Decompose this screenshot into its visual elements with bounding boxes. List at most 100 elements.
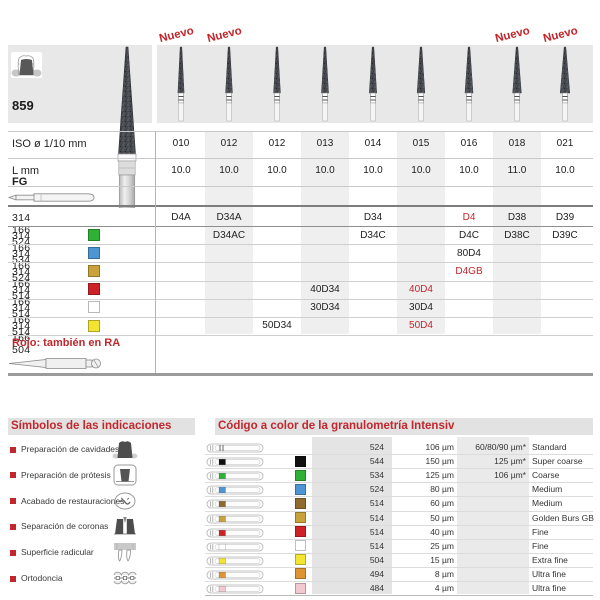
bur-thumbnail bbox=[220, 46, 238, 122]
grit-code: 514 bbox=[369, 512, 384, 523]
code-cell: D4 bbox=[462, 211, 476, 223]
grit-chip-gold bbox=[295, 512, 306, 523]
grit-row-divider bbox=[205, 482, 593, 484]
grit-chip-green bbox=[88, 228, 100, 241]
symbols-section-title: Símbolos de las indicaciones bbox=[8, 418, 195, 435]
grit-name: Extra fine bbox=[532, 554, 568, 565]
grit-chip-red bbox=[88, 283, 100, 296]
grit-chip-black bbox=[295, 455, 306, 467]
column-band bbox=[397, 131, 445, 334]
iso-row-label: ISO ø 1/10 mm bbox=[12, 138, 87, 150]
grit-name: Fine bbox=[532, 526, 549, 537]
row-divider bbox=[8, 262, 593, 264]
grit-chip-white bbox=[295, 540, 306, 552]
grit-code: 544 bbox=[369, 456, 384, 467]
code-cell: 50D4 bbox=[409, 320, 433, 332]
indication-bullet bbox=[10, 523, 16, 530]
code-cell: 50D34 bbox=[262, 320, 292, 332]
grit-code: 514 bbox=[369, 498, 384, 509]
code-cell: D4A bbox=[171, 211, 191, 223]
iso-value: 016 bbox=[460, 138, 478, 149]
row-divider bbox=[8, 244, 593, 246]
grit-chip-blue bbox=[88, 246, 100, 259]
large-bur-image bbox=[117, 46, 137, 208]
indication-bullet bbox=[10, 575, 16, 582]
restoration-finish-icon bbox=[112, 489, 138, 513]
grit-name: Golden Burs GB bbox=[532, 512, 594, 523]
row-divider bbox=[8, 226, 593, 228]
grit-chip-pink bbox=[295, 582, 306, 594]
column-band bbox=[301, 131, 349, 334]
grit-code: 484 bbox=[369, 583, 384, 593]
grit-chip-brown bbox=[295, 497, 306, 509]
indication-label: Ortodoncia bbox=[21, 573, 63, 583]
grit-code: 534 bbox=[369, 470, 384, 481]
code-cell: D34AC bbox=[212, 229, 246, 241]
grit-chip-orange bbox=[295, 568, 306, 580]
grit-name: Ultra fine bbox=[532, 583, 567, 593]
grit-code: 514 bbox=[369, 540, 384, 551]
iso-value: 015 bbox=[412, 138, 430, 149]
grit-size: 4 µm bbox=[434, 583, 454, 593]
grit-bur-icon bbox=[206, 497, 266, 509]
bur-thumbnail bbox=[316, 46, 334, 122]
grit-alt-size: 106 µm* bbox=[494, 470, 526, 481]
grit-bur-icon bbox=[206, 455, 266, 467]
divider bbox=[8, 131, 593, 132]
grit-row-divider bbox=[205, 581, 593, 582]
grit-name: Medium bbox=[532, 498, 563, 509]
iso-value: 021 bbox=[556, 138, 574, 149]
grit-chip-yellow bbox=[295, 554, 306, 566]
grit-size: 125 µm bbox=[425, 470, 454, 481]
code-cell: D39 bbox=[555, 211, 575, 223]
code-cell: 30D34 bbox=[310, 302, 340, 314]
row-divider bbox=[8, 316, 593, 318]
grit-size: 40 µm bbox=[430, 526, 454, 537]
grit-size: 15 µm bbox=[430, 554, 454, 565]
grit-row-divider bbox=[205, 595, 593, 597]
divider bbox=[8, 158, 593, 159]
grit-bur-icon bbox=[206, 483, 266, 495]
divider bbox=[8, 186, 593, 187]
iso-value: 018 bbox=[508, 138, 526, 149]
bur-thumbnail bbox=[172, 46, 190, 122]
nuevo-label: Nuevo bbox=[494, 24, 532, 46]
bur-thumbnail bbox=[364, 46, 382, 122]
l-value: 10.0 bbox=[555, 165, 575, 176]
row-divider bbox=[8, 335, 593, 336]
orthodontics-icon bbox=[112, 566, 138, 590]
indication-label: Superficie radicular bbox=[21, 547, 94, 558]
indication-label: Preparación de cavidades bbox=[21, 444, 120, 454]
grit-chip-green bbox=[295, 469, 306, 481]
code-cell: 80D4 bbox=[457, 247, 481, 259]
indication-bullet bbox=[10, 549, 16, 556]
grit-name: Super coarse bbox=[532, 456, 583, 467]
grit-bur-icon bbox=[206, 469, 266, 481]
cavity-prep-icon bbox=[112, 437, 138, 461]
grit-row-divider bbox=[205, 454, 593, 456]
nuevo-label: Nuevo bbox=[206, 24, 244, 46]
grit-code: 524 bbox=[369, 442, 384, 452]
ra-note: Rojo: también en RA bbox=[12, 337, 121, 349]
grit-size: 60 µm bbox=[430, 498, 454, 509]
grit-row-divider bbox=[205, 510, 593, 512]
nuevo-label: Nuevo bbox=[542, 24, 580, 46]
grit-code: 494 bbox=[369, 568, 384, 579]
indication-bullet bbox=[10, 446, 16, 453]
code-cell: 40D34 bbox=[310, 284, 340, 296]
l-value: 10.0 bbox=[219, 165, 239, 176]
section-divider bbox=[8, 373, 593, 376]
l-value: 10.0 bbox=[315, 165, 335, 176]
row-divider bbox=[8, 280, 593, 282]
grit-alt-size: 60/80/90 µm* bbox=[475, 442, 526, 452]
indication-bullet bbox=[10, 498, 16, 505]
column-band bbox=[205, 131, 253, 334]
grit-bur-icon bbox=[206, 526, 266, 538]
bur-thumbnail bbox=[412, 46, 430, 122]
l-value: 10.0 bbox=[171, 165, 191, 176]
code-cell: D38 bbox=[507, 211, 527, 223]
grit-section-title: Código a color de la granulometría Inten… bbox=[215, 418, 593, 435]
indication-label: Separación de coronas bbox=[21, 521, 109, 532]
series-number: 859 bbox=[12, 98, 34, 113]
